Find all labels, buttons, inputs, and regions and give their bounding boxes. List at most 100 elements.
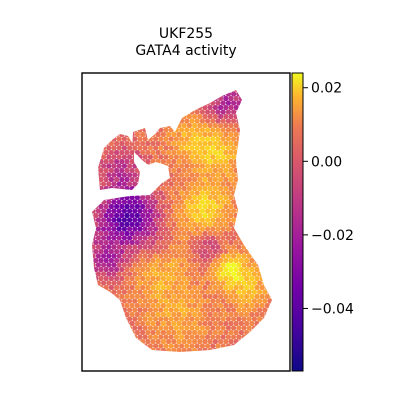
tissue-spot: [160, 176, 166, 183]
tissue-spot: [93, 167, 99, 174]
tissue-spot: [194, 307, 200, 313]
tissue-spot: [137, 280, 143, 286]
tissue-spot: [220, 118, 226, 124]
tissue-spot: [140, 338, 146, 345]
tissue-spot: [189, 244, 195, 250]
tissue-spot: [158, 208, 164, 214]
tissue-spot: [220, 244, 226, 250]
tissue-spot: [124, 185, 130, 192]
tissue-spot: [92, 253, 96, 259]
tissue-spot: [192, 329, 198, 336]
tissue-spot: [186, 248, 192, 255]
tissue-spot: [267, 280, 272, 286]
tissue-spot: [225, 280, 231, 286]
tissue-spot: [142, 334, 148, 340]
tissue-spot: [210, 316, 216, 322]
tissue-spot: [220, 235, 226, 241]
tissue-spot: [150, 113, 156, 120]
tissue-spot: [241, 172, 247, 178]
tissue-spot: [244, 311, 250, 318]
tissue-spot: [267, 91, 272, 97]
tissue-spot: [236, 280, 242, 286]
tissue-spot: [176, 131, 182, 138]
tissue-spot: [103, 194, 109, 201]
tissue-spot: [262, 136, 268, 142]
tissue-spot: [95, 136, 101, 142]
tissue-spot: [244, 302, 250, 309]
tissue-spot: [249, 320, 255, 327]
tissue-spot: [134, 329, 140, 336]
tissue-spot: [278, 100, 283, 105]
tissue-spot: [246, 181, 252, 187]
tissue-spot: [147, 289, 153, 295]
tissue-spot: [111, 208, 117, 214]
tissue-spot: [197, 194, 203, 201]
tissue-spot: [259, 329, 265, 336]
tissue-spot: [155, 158, 161, 165]
tissue-spot: [260, 357, 265, 362]
tissue-spot: [275, 114, 280, 119]
tissue-spot: [85, 208, 90, 213]
tissue-spot: [215, 181, 221, 187]
tissue-spot: [207, 203, 213, 210]
tissue-spot: [236, 100, 242, 106]
tissue-spot: [221, 82, 226, 87]
tissue-spot: [132, 298, 138, 304]
tissue-spot: [246, 163, 252, 169]
tissue-spot: [114, 158, 120, 165]
tissue-spot: [176, 104, 182, 111]
tissue-spot: [249, 293, 255, 300]
tissue-spot: [278, 271, 283, 276]
tissue-spot: [179, 244, 185, 250]
tissue-spot: [275, 213, 280, 218]
tissue-spot: [163, 244, 169, 250]
tissue-spot: [163, 109, 169, 115]
tissue-spot: [257, 118, 263, 124]
tissue-spot: [142, 262, 148, 268]
tissue-spot: [251, 298, 257, 304]
tissue-spot: [231, 145, 237, 151]
tissue-spot: [106, 100, 112, 106]
tissue-spot: [85, 217, 90, 222]
tissue-spot: [254, 90, 260, 93]
tissue-spot: [173, 118, 179, 124]
tissue-spot: [85, 181, 90, 186]
tissue-spot: [114, 131, 120, 138]
tissue-spot: [189, 163, 195, 169]
tissue-spot: [273, 190, 278, 195]
tissue-spot: [267, 109, 272, 115]
tissue-spot: [92, 167, 94, 174]
tissue-spot: [92, 235, 96, 241]
tissue-spot: [127, 163, 133, 169]
tissue-spot: [160, 293, 166, 300]
tissue-spot: [202, 212, 208, 219]
tissue-spot: [132, 208, 138, 214]
tissue-spot: [140, 140, 146, 147]
tissue-spot: [267, 217, 272, 223]
tissue-spot: [257, 325, 263, 331]
tissue-spot: [223, 230, 229, 237]
tissue-spot: [134, 176, 140, 183]
tissue-spot: [127, 181, 133, 187]
tissue-spot: [251, 325, 257, 331]
tissue-spot: [140, 347, 146, 352]
tissue-spot: [119, 239, 125, 246]
tissue-spot: [121, 298, 127, 304]
tissue-spot: [264, 320, 270, 327]
tissue-spot: [249, 248, 255, 255]
tissue-spot: [244, 212, 250, 219]
tissue-spot: [179, 271, 185, 277]
tissue-spot: [103, 149, 109, 156]
tissue-spot: [251, 280, 257, 286]
tissue-spot: [129, 149, 135, 156]
tissue-spot: [251, 163, 257, 169]
tissue-spot: [251, 253, 257, 259]
tissue-spot: [142, 145, 148, 151]
tissue-spot: [251, 334, 257, 340]
tissue-spot: [220, 289, 226, 295]
tissue-spot: [114, 248, 120, 255]
tissue-spot: [137, 253, 143, 259]
tissue-spot: [147, 280, 153, 286]
tissue-spot: [116, 298, 122, 304]
tissue-spot: [241, 325, 247, 331]
